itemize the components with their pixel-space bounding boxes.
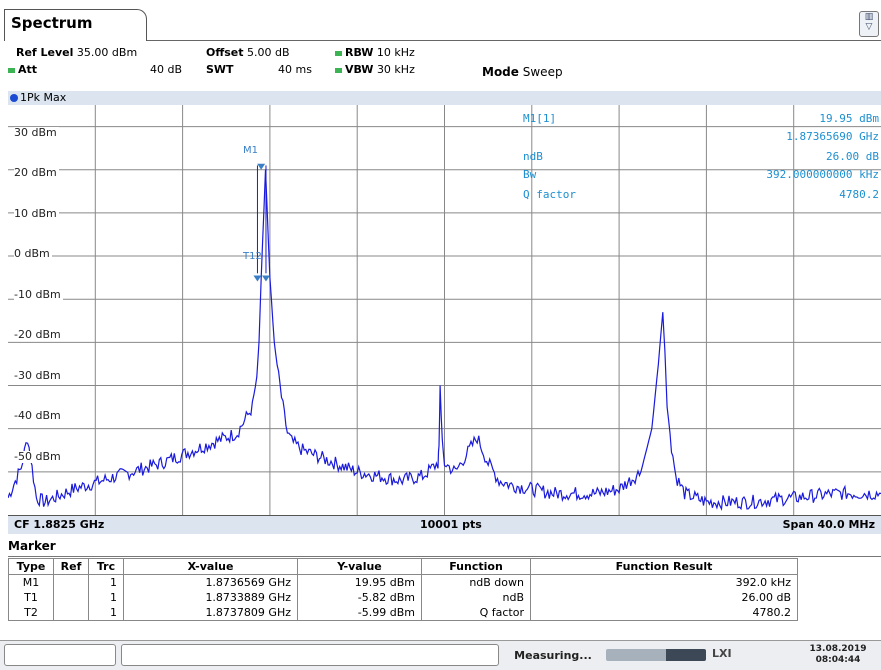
trace-1-line xyxy=(8,169,881,511)
datetime: 13.08.2019 08:04:44 xyxy=(809,644,867,665)
col-ref: Ref xyxy=(53,558,89,575)
swt: SWT xyxy=(206,63,234,76)
q-label: Q factor xyxy=(523,188,576,201)
marker-name: M1[1] xyxy=(523,112,557,125)
y-tick-label: 30 dBm xyxy=(14,126,59,139)
ref-level: Ref Level 35.00 dBm xyxy=(16,46,138,59)
q-value: 4780.2 xyxy=(839,188,879,201)
marker-table-title: Marker xyxy=(8,539,881,557)
cell-type: T2 xyxy=(8,605,54,621)
measuring-status: Measuring... xyxy=(514,649,592,662)
bw-label: Bw xyxy=(523,168,537,181)
trace-label: 1Pk Max xyxy=(20,91,67,104)
cell-ref xyxy=(53,590,89,605)
tab-divider xyxy=(147,40,881,41)
marker-table: Type Ref Trc X-value Y-value Function Fu… xyxy=(8,558,798,621)
bw-value: 392.000000000 kHz xyxy=(766,168,879,181)
ndb-label: ndB xyxy=(523,150,543,163)
trace-indicator-icon xyxy=(10,94,18,102)
status-field-2 xyxy=(121,644,499,666)
col-function: Function xyxy=(421,558,531,575)
y-tick-label: -20 dBm xyxy=(14,328,63,341)
table-row[interactable]: M1 1 1.8736569 GHz 19.95 dBm ndB down 39… xyxy=(8,574,798,590)
col-trc: Trc xyxy=(88,558,124,575)
center-frequency: CF 1.8825 GHz xyxy=(14,518,105,531)
swt-value: 40 ms xyxy=(278,63,312,76)
span: Span 40.0 MHz xyxy=(782,518,875,531)
offset: Offset 5.00 dB xyxy=(206,46,290,59)
cell-function: ndB down xyxy=(421,574,531,590)
cell-type: T1 xyxy=(8,590,54,605)
rbw: RBW 10 kHz xyxy=(335,46,415,59)
marker-t2-icon xyxy=(261,275,270,282)
cell-y-value: 19.95 dBm xyxy=(297,574,422,590)
cell-y-value: -5.99 dBm xyxy=(297,605,422,621)
sweep-points: 10001 pts xyxy=(420,518,482,531)
coupled-indicator-icon xyxy=(335,50,342,56)
cell-function: Q factor xyxy=(421,605,531,621)
marker-t12-label: T12 xyxy=(243,251,262,262)
cell-x-value: 1.8737809 GHz xyxy=(123,605,298,621)
coupled-indicator-icon xyxy=(335,67,342,73)
cell-function-result: 26.00 dB xyxy=(530,590,798,605)
status-field-1 xyxy=(4,644,116,666)
settings-panel: Ref Level 35.00 dBm Offset 5.00 dB RBW 1… xyxy=(0,42,881,90)
cell-x-value: 1.8733889 GHz xyxy=(123,590,298,605)
col-type: Type xyxy=(8,558,54,575)
cell-trc: 1 xyxy=(88,605,124,621)
trace-label-bar: 1Pk Max xyxy=(8,91,881,105)
spectrum-plot-svg xyxy=(8,105,881,515)
window-toggle-icon[interactable]: ▥ ▽ xyxy=(859,11,879,37)
sweep-progress-bar xyxy=(606,649,706,661)
col-y-value: Y-value xyxy=(297,558,422,575)
y-tick-label: -10 dBm xyxy=(14,288,63,301)
cell-trc: 1 xyxy=(88,574,124,590)
y-tick-label: 0 dBm xyxy=(14,247,52,260)
cell-function-result: 4780.2 xyxy=(530,605,798,621)
col-function-result: Function Result xyxy=(530,558,798,575)
lxi-logo: LXI xyxy=(712,647,732,660)
vbw: VBW 30 kHz xyxy=(335,63,415,76)
table-row[interactable]: T1 1 1.8733889 GHz -5.82 dBm ndB 26.00 d… xyxy=(8,590,798,605)
cell-y-value: -5.82 dBm xyxy=(297,590,422,605)
y-tick-label: 20 dBm xyxy=(14,166,59,179)
att-value: 40 dB xyxy=(150,63,183,76)
tab-label: Spectrum xyxy=(11,14,93,32)
y-tick-label: 10 dBm xyxy=(14,207,59,220)
att: Att xyxy=(8,63,37,76)
table-row[interactable]: T2 1 1.8737809 GHz -5.99 dBm Q factor 47… xyxy=(8,605,798,621)
cell-function: ndB xyxy=(421,590,531,605)
tab-spectrum[interactable]: Spectrum xyxy=(4,9,147,41)
cell-ref xyxy=(53,605,89,621)
y-tick-label: -30 dBm xyxy=(14,369,63,382)
cell-ref xyxy=(53,574,89,590)
spectrum-plot[interactable]: 30 dBm 20 dBm 10 dBm 0 dBm -10 dBm -20 d… xyxy=(8,105,881,515)
status-bar: Measuring... LXI 13.08.2019 08:04:44 xyxy=(0,640,881,670)
plot-footer: CF 1.8825 GHz 10001 pts Span 40.0 MHz xyxy=(8,515,881,534)
ndb-value: 26.00 dB xyxy=(826,150,879,163)
marker-level: 19.95 dBm xyxy=(819,112,879,125)
y-tick-label: -50 dBm xyxy=(14,450,63,463)
cell-function-result: 392.0 kHz xyxy=(530,574,798,590)
mode: Mode Sweep xyxy=(482,65,563,79)
coupled-indicator-icon xyxy=(8,67,15,73)
col-x-value: X-value xyxy=(123,558,298,575)
cell-x-value: 1.8736569 GHz xyxy=(123,574,298,590)
marker-freq: 1.87365690 GHz xyxy=(786,130,879,143)
marker-table-header: Type Ref Trc X-value Y-value Function Fu… xyxy=(8,558,798,575)
marker-t1-icon xyxy=(253,275,262,282)
top-strip xyxy=(0,0,881,13)
cell-trc: 1 xyxy=(88,590,124,605)
marker-m1-icon xyxy=(257,163,266,170)
cell-type: M1 xyxy=(8,574,54,590)
marker-m1-label: M1 xyxy=(243,145,258,156)
y-tick-label: -40 dBm xyxy=(14,409,63,422)
